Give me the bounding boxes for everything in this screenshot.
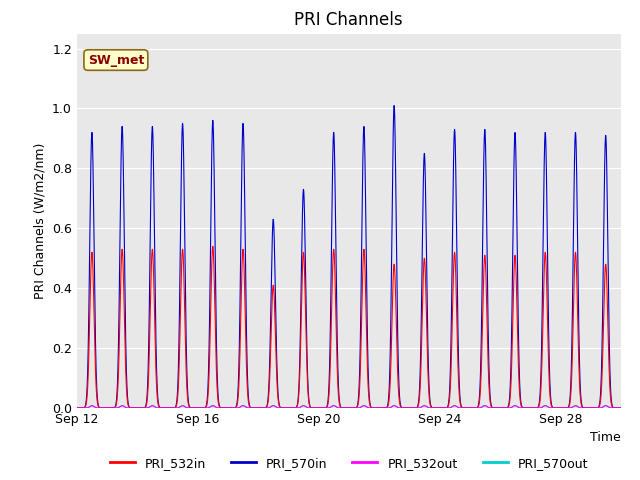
Legend: PRI_532in, PRI_570in, PRI_532out, PRI_570out: PRI_532in, PRI_570in, PRI_532out, PRI_57… xyxy=(104,452,593,475)
Title: PRI Channels: PRI Channels xyxy=(294,11,403,29)
Y-axis label: PRI Channels (W/m2/nm): PRI Channels (W/m2/nm) xyxy=(33,143,46,299)
Text: SW_met: SW_met xyxy=(88,54,144,67)
X-axis label: Time: Time xyxy=(590,432,621,444)
